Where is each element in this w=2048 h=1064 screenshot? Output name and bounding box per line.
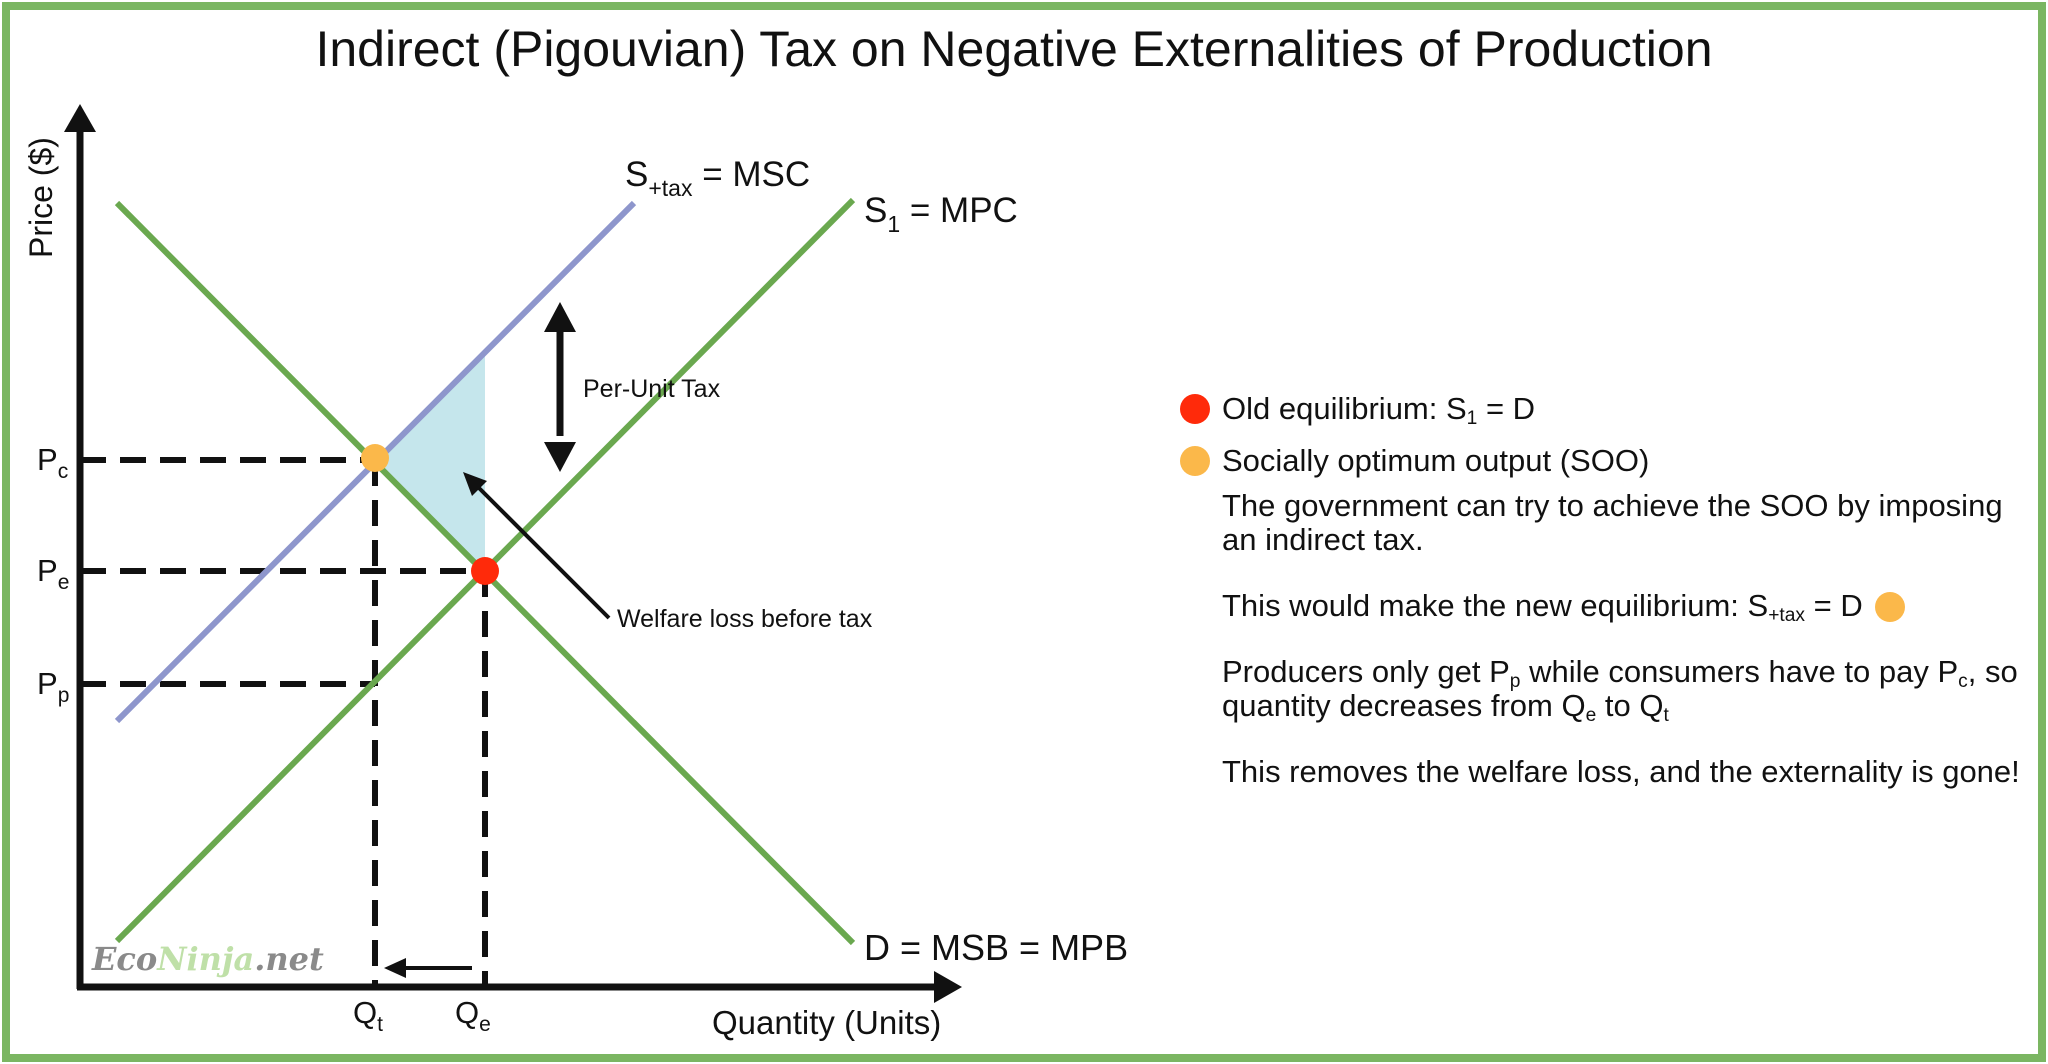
soo-point (361, 444, 389, 472)
welfare-loss-area (375, 349, 485, 571)
mpc-curve-label: S1 = MPC (864, 191, 1018, 237)
legend-soo-text: Socially optimum output (SOO) (1222, 443, 1650, 478)
old-equilibrium-dot-icon (1180, 394, 1210, 424)
econinja-watermark: EcoNinja.net (92, 940, 324, 978)
welfare-loss-pointer-head (463, 472, 487, 496)
legend-paragraph-1: The government can try to achieve the SO… (1222, 488, 2003, 557)
price-label-pe: Pe (37, 553, 69, 594)
legend-old-eq-text: Old equilibrium: S (1222, 391, 1467, 426)
old-equilibrium-point (471, 557, 499, 585)
legend-old-eq-sub: 1 (1466, 407, 1478, 429)
demand-curve-label: D = MSB = MPB (864, 927, 1128, 968)
quantity-decrease-arrowhead (384, 958, 406, 978)
price-label-pp: Pp (37, 666, 69, 707)
per-unit-tax-arrowhead-down (544, 442, 576, 472)
soo-dot-icon (1180, 446, 1210, 476)
legend-soo: Socially optimum output (SOO) (1174, 437, 2034, 489)
legend-old-eq-rest: = D (1477, 391, 1536, 426)
welfare-loss-label: Welfare loss before tax (617, 605, 873, 633)
per-unit-tax-arrowhead-up (544, 302, 576, 332)
legend-paragraph-2: This would make the new equilibrium: S+t… (1174, 589, 2034, 625)
chart-title: Indirect (Pigouvian) Tax on Negative Ext… (315, 21, 1712, 77)
x-axis-label: Quantity (Units) (712, 1004, 941, 1041)
y-axis-arrowhead (64, 104, 96, 132)
legend-panel: Old equilibrium: S1 = D Socially optimum… (1174, 385, 2034, 821)
y-axis-label: Price ($) (23, 137, 59, 258)
soo-inline-dot-icon (1874, 592, 1905, 622)
legend-paragraph-3: Producers only get Pp while consumers ha… (1222, 654, 2018, 726)
per-unit-tax-label: Per-Unit Tax (583, 375, 721, 403)
quantity-label-qt: Qt (353, 995, 383, 1036)
quantity-label-qe: Qe (455, 995, 491, 1036)
msc-curve-label: S+tax = MSC (625, 155, 810, 201)
x-axis-arrowhead (934, 971, 962, 1003)
legend-old-equilibrium: Old equilibrium: S1 = D (1174, 385, 2034, 437)
price-label-pc: Pc (37, 442, 68, 483)
legend-paragraph-4: This removes the welfare loss, and the e… (1222, 754, 2020, 789)
welfare-loss-pointer (474, 483, 611, 620)
